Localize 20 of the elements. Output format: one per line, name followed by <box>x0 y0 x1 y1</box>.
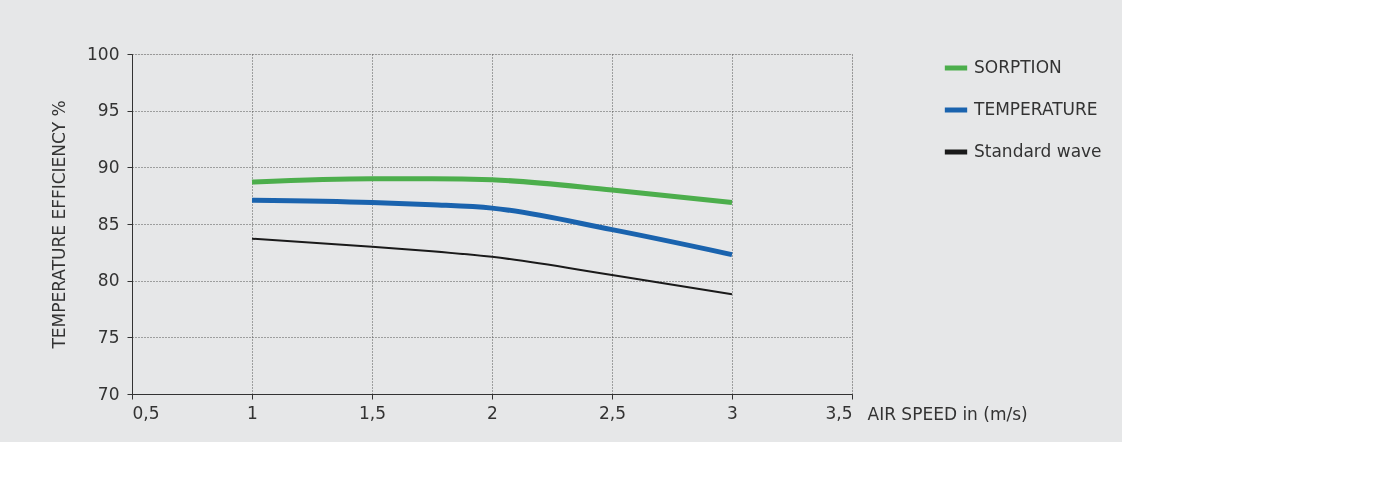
x-axis-title: AIR SPEED in (m/s) <box>867 403 1028 424</box>
legend-label: TEMPERATURE <box>973 99 1098 119</box>
y-tick-label: 85 <box>97 213 120 234</box>
line-series <box>251 237 733 296</box>
y-tick-label: 70 <box>97 383 120 404</box>
y-tick-label: 75 <box>97 326 120 347</box>
y-tick-label: 90 <box>97 156 120 177</box>
y-tick-label: 100 <box>87 43 120 64</box>
x-tick-label: 0,5 <box>132 402 160 423</box>
x-tick-label: 2 <box>487 402 498 423</box>
legend-label: Standard wave <box>974 141 1102 161</box>
y-axis-title: TEMPERATURE EFFICIENCY % <box>49 100 70 350</box>
x-tick-label: 2,5 <box>598 402 627 423</box>
x-tick-label: 3 <box>727 402 738 423</box>
y-tick-label: 95 <box>97 100 120 121</box>
legend-label: SORPTION <box>974 57 1062 77</box>
x-tick-label: 1 <box>247 402 258 423</box>
x-tick-label: 1,5 <box>358 402 387 423</box>
y-tick-label: 80 <box>97 270 120 291</box>
x-tick-label: 3,5 <box>825 402 853 423</box>
